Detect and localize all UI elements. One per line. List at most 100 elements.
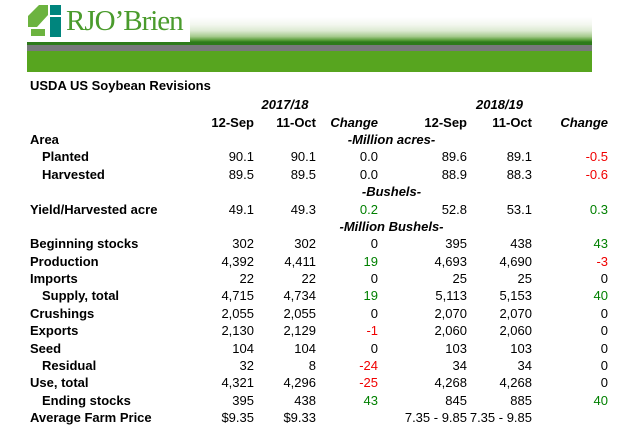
table-row: Use, total 4,321 4,296 -25 4,268 4,268 0 [30, 374, 608, 391]
cell-value: 2,070 [434, 305, 467, 321]
rjobrien-logo: RJO’Brien [27, 4, 184, 38]
spacer-cell [192, 183, 254, 200]
cell-value: 22 [301, 271, 316, 287]
cell-value: 0 [600, 340, 608, 356]
cell-value: 2,070 [499, 305, 532, 321]
cell-value: -1 [366, 323, 378, 339]
cell-value: 0 [600, 358, 608, 374]
cell-value: 4,268 [499, 375, 532, 391]
cell-value: 4,693 [434, 253, 467, 269]
spacer-cell [254, 218, 316, 235]
cell-value: 302 [232, 236, 254, 252]
cell-value: 19 [363, 288, 378, 304]
cell-value: 2,060 [499, 323, 532, 339]
season-label-2018-19: 2018/19 [476, 97, 523, 113]
unit-label: -Bushels- [361, 184, 422, 200]
cell-value: 4,296 [283, 375, 316, 391]
row-label: Exports [30, 323, 79, 339]
row-label [30, 183, 192, 200]
col-header-12sep-1718: 12-Sep [211, 114, 254, 130]
spacer-cell [467, 131, 532, 148]
cell-value: 0 [600, 323, 608, 339]
cell-value: 395 [232, 392, 254, 408]
cell-value: 4,715 [221, 288, 254, 304]
cell-value: 4,268 [434, 375, 467, 391]
table-row: Supply, total 4,715 4,734 19 5,113 5,153 40 [30, 287, 608, 304]
unit-label: -Million acres- [347, 131, 436, 147]
cell-value: 88.3 [506, 166, 532, 182]
cell-value: 2,060 [434, 323, 467, 339]
cell-value: 0 [600, 305, 608, 321]
cell-value: 7.35 - 9.85 [469, 410, 532, 426]
table-row: -Million Bushels- [30, 218, 608, 235]
cell-value: -0.6 [585, 166, 608, 182]
spacer-cell [467, 183, 532, 200]
cell-value: 0 [370, 236, 378, 252]
cell-value: 103 [445, 340, 467, 356]
cell-value: 34 [517, 358, 532, 374]
spacer-cell [192, 131, 254, 148]
table-row: Crushings 2,055 2,055 0 2,070 2,070 0 [30, 305, 608, 322]
table-row: -Bushels- [30, 183, 608, 200]
col-header-12sep-1819: 12-Sep [424, 114, 467, 130]
table-row: Imports 22 22 0 25 25 0 [30, 270, 608, 287]
cell-value: 0 [370, 340, 378, 356]
cell-value: 25 [452, 271, 467, 287]
cell-value: 53.1 [506, 201, 532, 217]
col-header-11oct-1718: 11-Oct [276, 114, 316, 130]
cell-value: 40 [593, 288, 608, 304]
cell-value: 438 [510, 236, 532, 252]
header-dark-green-rule [27, 42, 592, 45]
cell-value: 89.6 [441, 149, 467, 165]
cell-value: 40 [593, 392, 608, 408]
col-header-change-1819: Change [560, 114, 608, 130]
cell-value: 5,153 [499, 288, 532, 304]
header-green-bar [27, 51, 592, 72]
spacer-cell [378, 96, 467, 113]
cell-value: 34 [452, 358, 467, 374]
cell-value: 2,055 [283, 305, 316, 321]
rjobrien-logo-icon [28, 5, 61, 37]
spacer-cell [192, 96, 254, 113]
cell-value: 22 [239, 271, 254, 287]
cell-value: 89.5 [290, 166, 316, 182]
table-row: Exports 2,130 2,129 -1 2,060 2,060 0 [30, 322, 608, 339]
cell-value: 845 [445, 392, 467, 408]
cell-value: 5,113 [435, 288, 467, 304]
cell-value: 7.35 - 9.85 [404, 410, 467, 426]
table-row: Planted 90.1 90.1 0.0 89.6 89.1 -0.5 [30, 148, 608, 165]
table-row: Area -Million acres- [30, 131, 608, 148]
spacer-cell [316, 96, 378, 113]
col-header-11oct-1819: 11-Oct [492, 114, 532, 130]
report-title: USDA US Soybean Revisions [30, 78, 211, 93]
cell-value: 4,392 [221, 253, 254, 269]
rjobrien-logo-text: RJO’Brien [66, 5, 184, 37]
cell-value: 89.1 [506, 149, 532, 165]
cell-value: 438 [294, 392, 316, 408]
spacer-cell [532, 218, 608, 235]
cell-value: 88.9 [441, 166, 467, 182]
cell-value: 0 [370, 305, 378, 321]
header-gradient-band [190, 17, 592, 42]
cell-value: 103 [510, 340, 532, 356]
table-row: Harvested 89.5 89.5 0.0 88.9 88.3 -0.6 [30, 166, 608, 183]
cell-value: -25 [359, 375, 378, 391]
header-gray-bar [27, 45, 592, 51]
row-label: Crushings [30, 305, 95, 321]
season-label-2017-18: 2017/18 [261, 97, 309, 113]
cell-value: 0.0 [359, 166, 378, 182]
cell-value: 2,055 [221, 305, 254, 321]
spacer-cell [192, 218, 254, 235]
row-label: Average Farm Price [30, 410, 152, 426]
cell-value: 0.2 [359, 201, 378, 217]
table-row: Residual 32 8 -24 34 34 0 [30, 357, 608, 374]
table-row: Ending stocks 395 438 43 845 885 40 [30, 392, 608, 409]
spacer-cell [467, 218, 532, 235]
unit-label: -Million Bushels- [339, 218, 444, 234]
row-label: Use, total [30, 375, 89, 391]
cell-value: 19 [363, 253, 378, 269]
cell-value: 43 [593, 236, 608, 252]
cell-value: 104 [294, 340, 316, 356]
cell-value: -0.5 [585, 149, 608, 165]
